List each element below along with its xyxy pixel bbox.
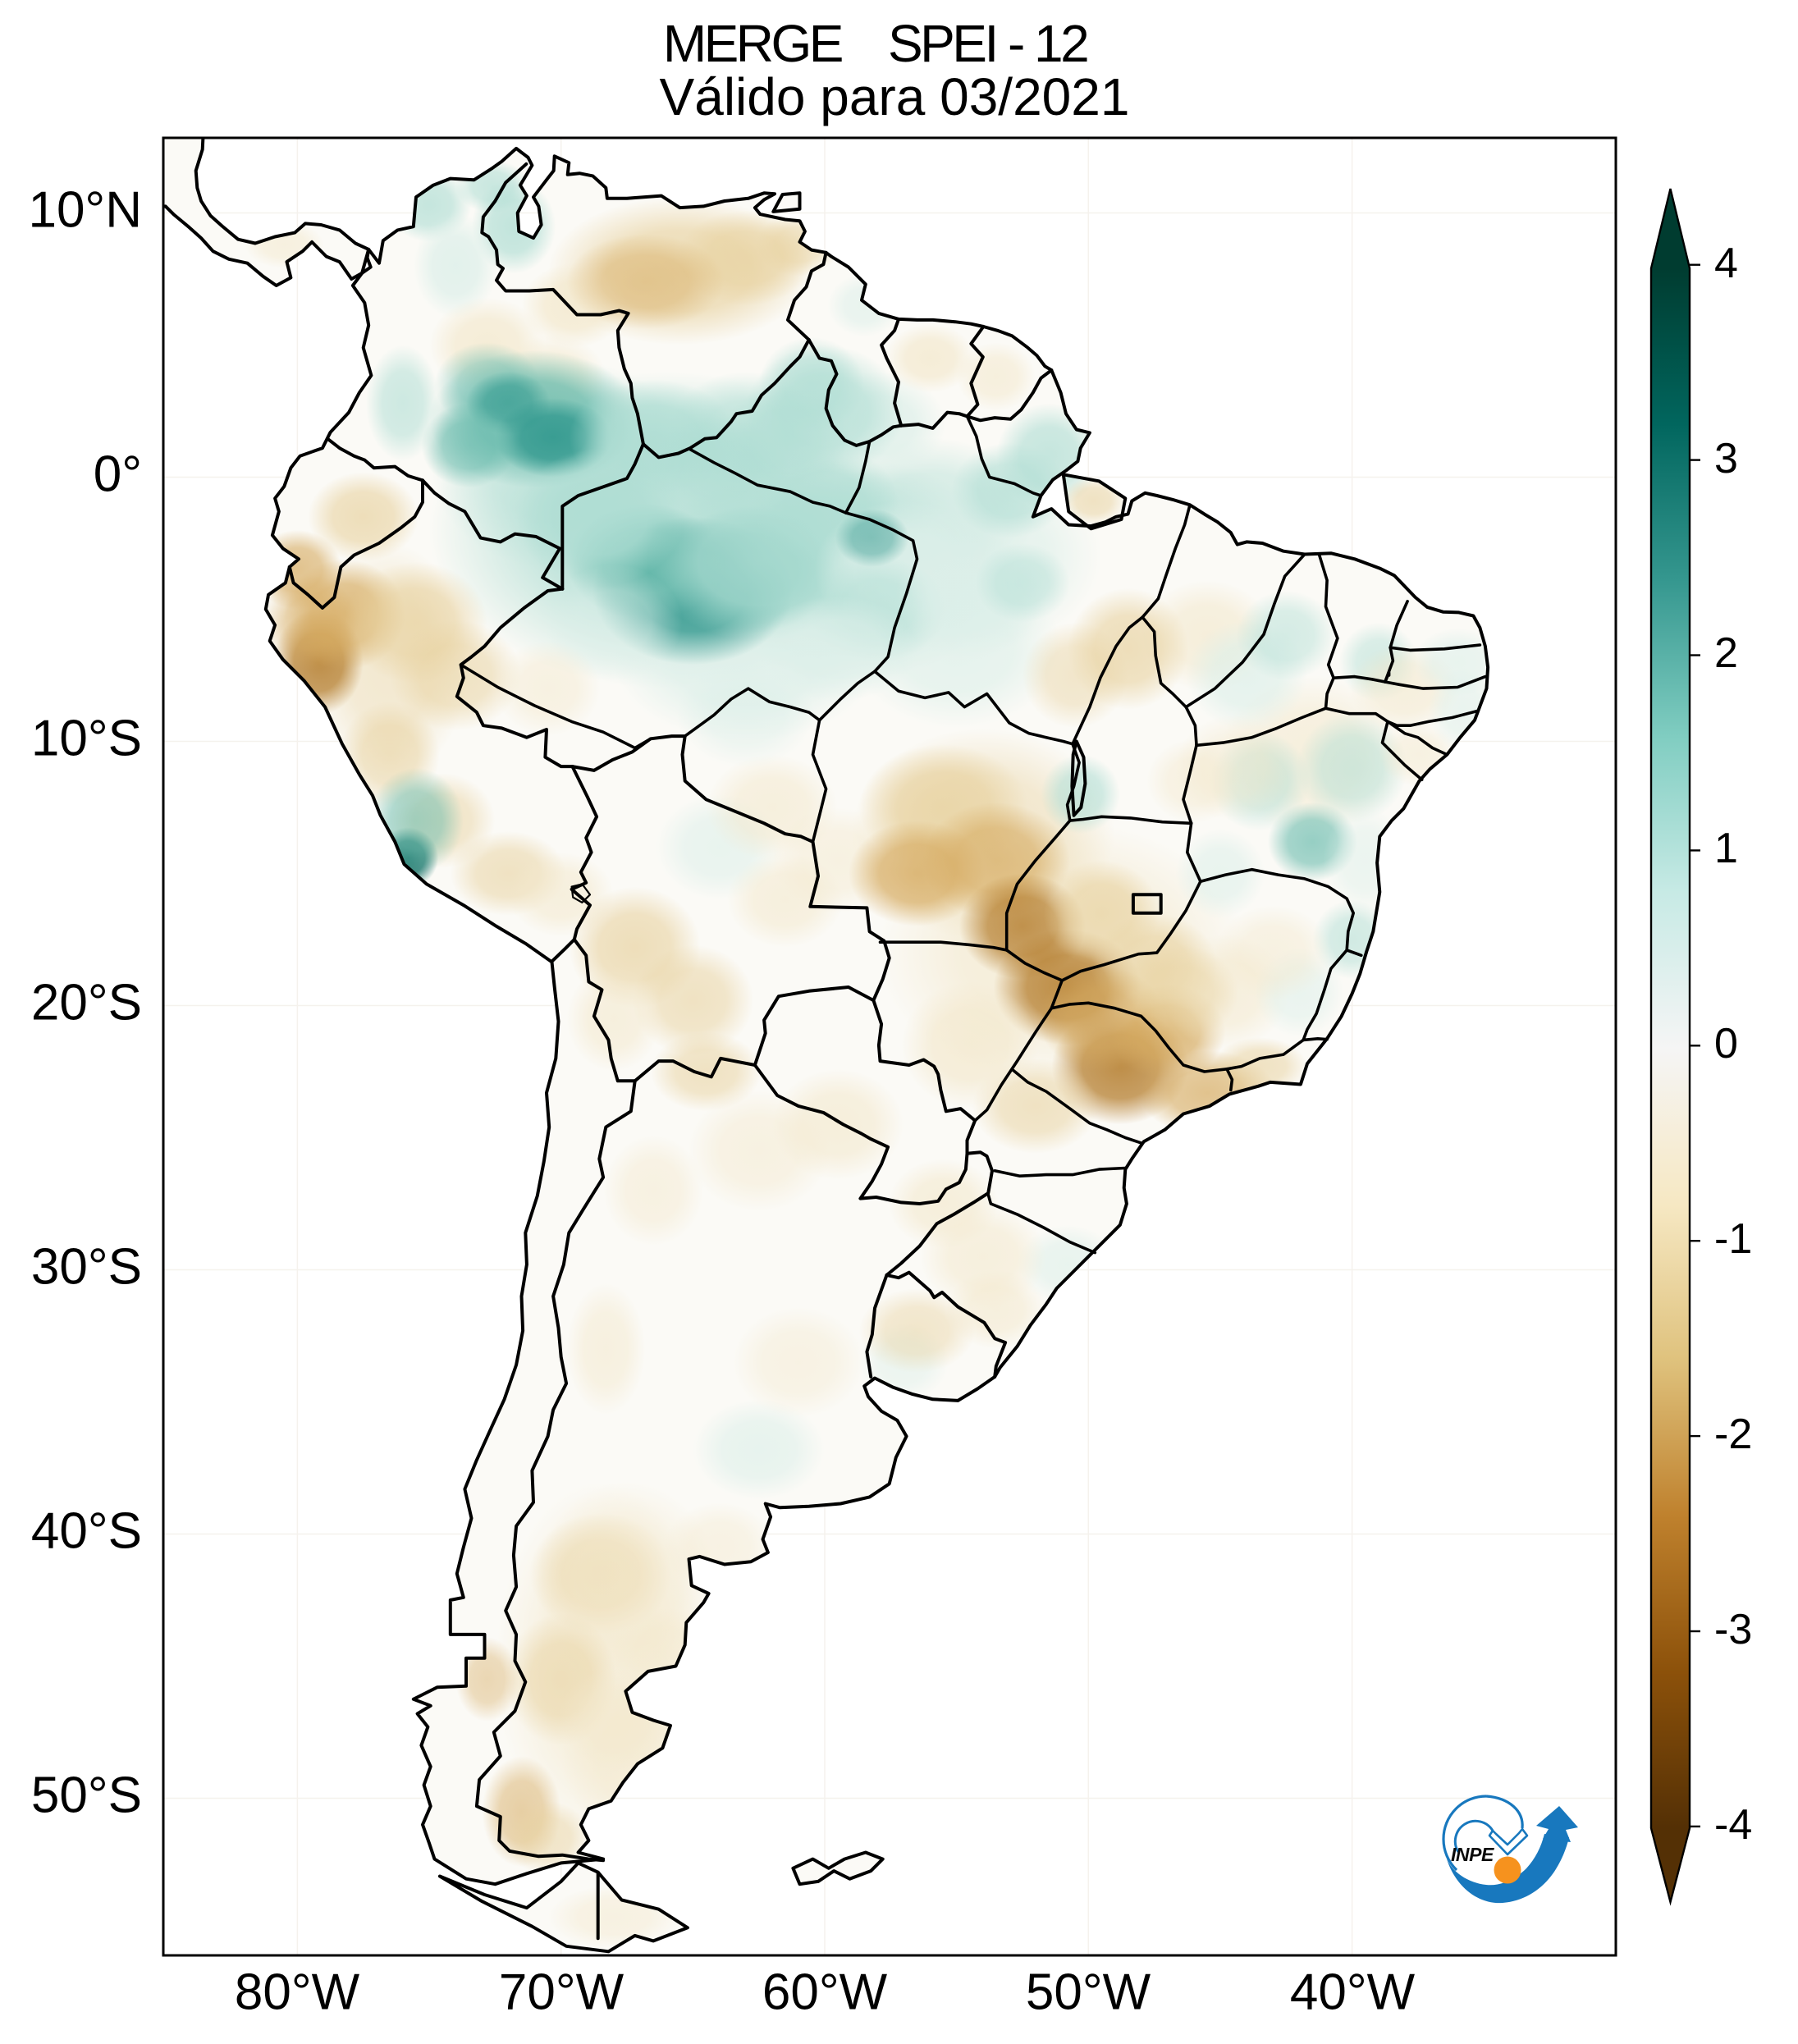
svg-text:INPE: INPE (1451, 1844, 1494, 1865)
